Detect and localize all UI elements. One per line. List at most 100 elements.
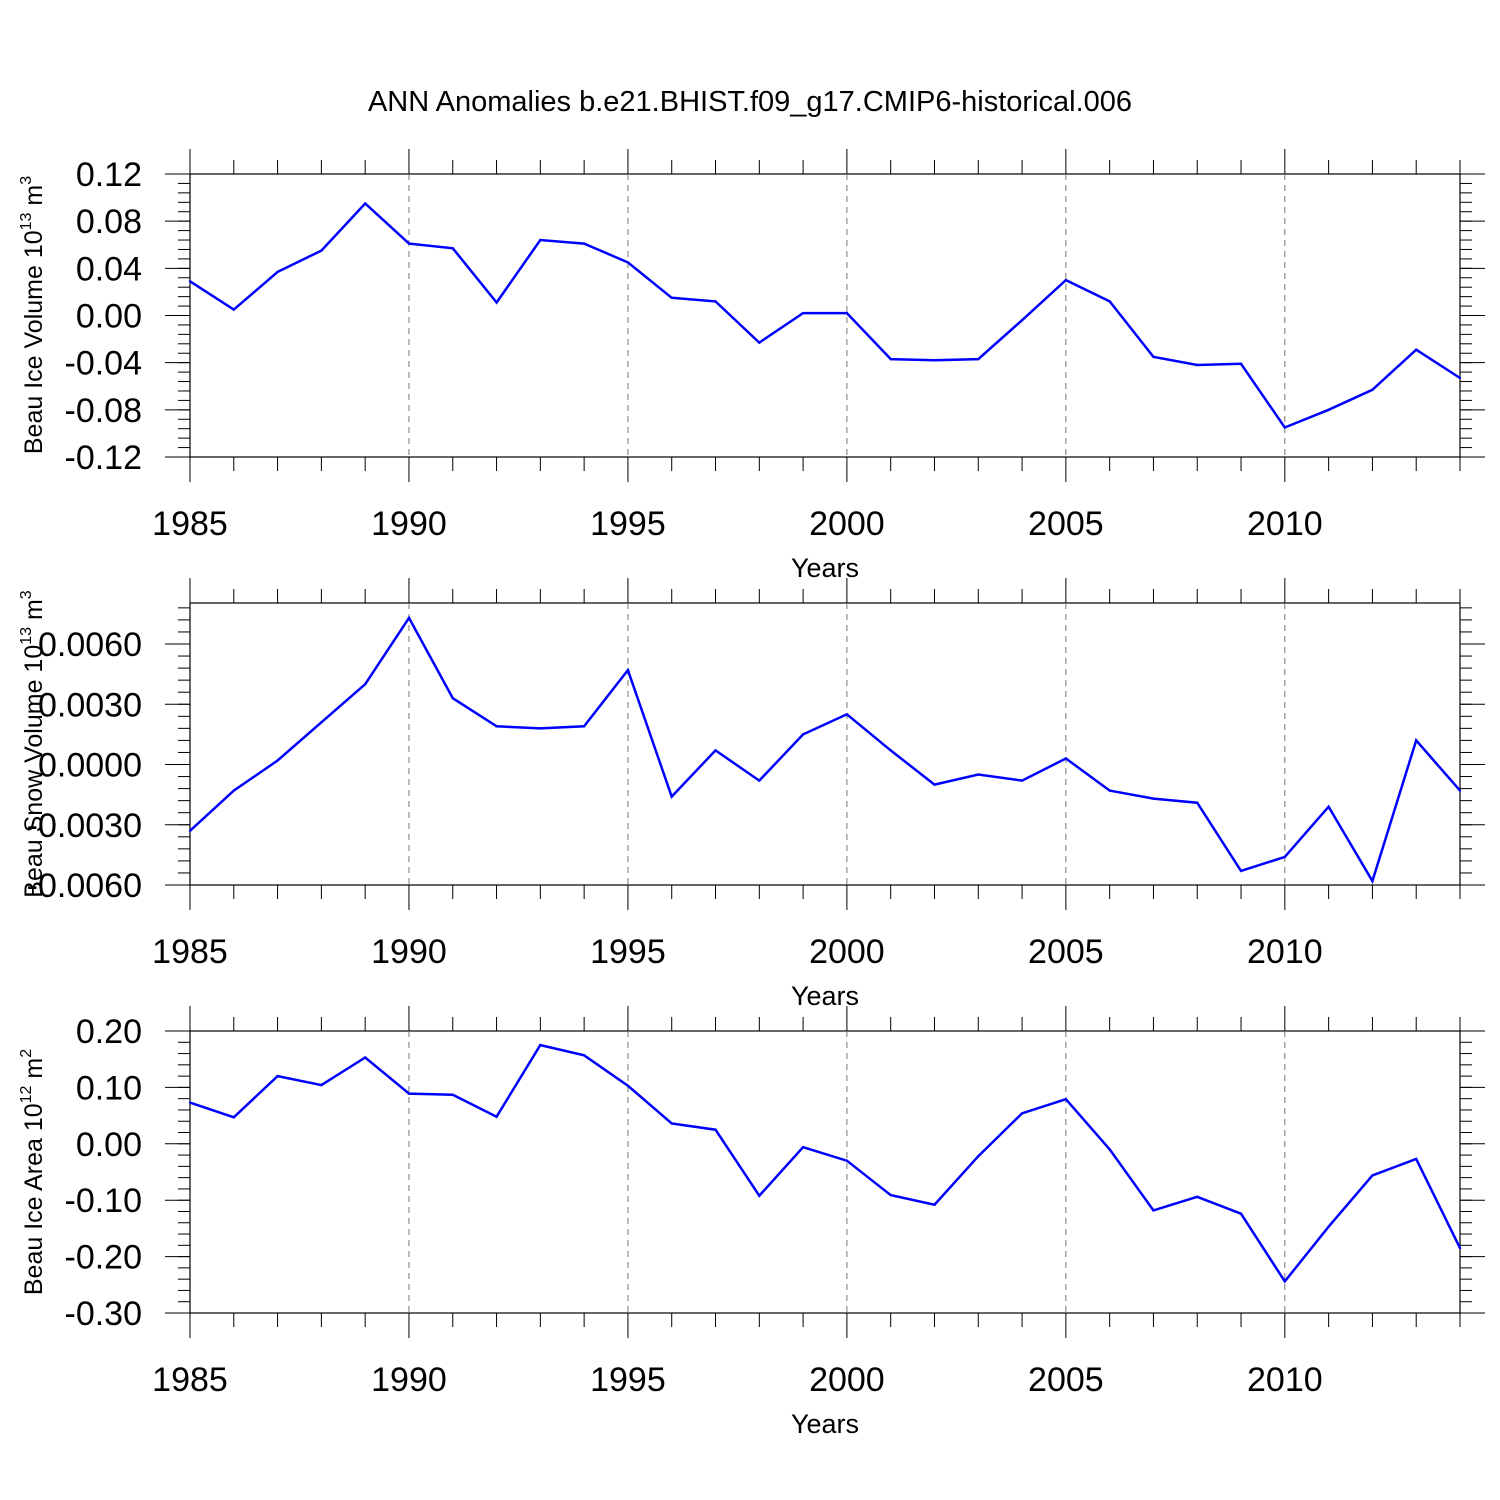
data-point — [407, 616, 411, 620]
x-tick-label: 1990 — [371, 933, 447, 971]
data-point — [1064, 278, 1068, 282]
data-point — [495, 1115, 498, 1118]
data-point — [1371, 388, 1374, 391]
data-point — [933, 1203, 936, 1206]
x-tick-label: 1990 — [371, 1361, 447, 1399]
data-point — [407, 1092, 411, 1095]
data-point — [495, 725, 498, 728]
y-tick-label: -0.0030 — [27, 807, 142, 845]
data-point — [670, 296, 673, 300]
data-point — [889, 357, 892, 361]
x-tick-label: 1995 — [590, 933, 666, 971]
series-line — [189, 615, 1461, 885]
x-tick-label: 1985 — [152, 1361, 228, 1399]
data-point — [801, 733, 805, 736]
data-point — [845, 1159, 849, 1162]
y-tick-label: -0.04 — [65, 345, 143, 383]
y-axis-title-exponent: 12 — [18, 1085, 35, 1103]
data-point — [363, 1056, 367, 1059]
y-axis-title-unit-exponent: 3 — [18, 590, 35, 599]
x-tick-label: 2005 — [1028, 933, 1104, 971]
data-point — [1108, 789, 1111, 792]
chart-title: ANN Anomalies b.e21.BHIST.f09_g17.CMIP6-… — [368, 86, 1132, 118]
series-line — [189, 201, 1461, 430]
y-tick-label: -0.20 — [65, 1239, 143, 1277]
data-point — [1020, 319, 1024, 322]
data-point — [451, 1093, 454, 1096]
x-tick-label: 2010 — [1247, 505, 1323, 543]
data-point — [1108, 300, 1111, 303]
data-point — [1108, 1148, 1111, 1151]
y-tick-label: 0.0060 — [38, 626, 142, 664]
x-axis-title: Years — [791, 553, 859, 583]
y-axis-title-unit: m — [20, 1058, 48, 1086]
plot-frame — [189, 602, 1461, 886]
data-point — [495, 301, 498, 304]
x-tick-label: 2010 — [1247, 1361, 1323, 1399]
data-point — [276, 759, 279, 762]
y-tick-label: -0.30 — [65, 1295, 143, 1333]
data-point — [670, 1122, 673, 1125]
data-point — [1196, 363, 1199, 367]
data-point — [1196, 801, 1199, 804]
data-point — [188, 1101, 192, 1104]
data-point — [1458, 789, 1462, 792]
y-axis-title-unit: m — [20, 599, 48, 627]
y-axis-title: Beau Snow Volume 1013 m3 — [18, 590, 48, 898]
data-point — [1371, 879, 1374, 883]
data-point — [845, 713, 849, 716]
y-tick-label: 0.20 — [76, 1013, 142, 1051]
data-point — [714, 1128, 717, 1131]
y-tick-label: -0.10 — [65, 1182, 143, 1220]
data-point — [363, 682, 367, 686]
y-tick-label: 0.04 — [76, 250, 142, 288]
data-point — [1064, 757, 1068, 760]
data-point — [714, 749, 717, 752]
data-point — [933, 783, 936, 786]
y-axis-title-unit-exponent: 3 — [18, 176, 35, 185]
data-point — [1064, 1098, 1068, 1101]
x-tick-label: 2000 — [809, 505, 885, 543]
data-point — [801, 1145, 805, 1149]
x-tick-label: 2000 — [809, 933, 885, 971]
data-point — [626, 1084, 630, 1087]
data-point — [320, 721, 323, 724]
data-point — [407, 242, 411, 245]
data-point — [539, 1043, 542, 1047]
data-point — [276, 1074, 279, 1078]
data-point — [1152, 797, 1155, 800]
data-point — [1415, 348, 1418, 351]
data-point — [276, 270, 279, 274]
data-point — [626, 668, 630, 672]
x-tick-label: 2010 — [1247, 933, 1323, 971]
data-point — [539, 727, 542, 730]
data-point — [1327, 1225, 1330, 1228]
data-point — [889, 1193, 892, 1197]
data-point — [582, 725, 586, 728]
data-point — [933, 359, 936, 362]
data-point — [1371, 1174, 1374, 1177]
data-point — [1283, 426, 1287, 429]
data-point — [977, 1155, 980, 1158]
data-point — [320, 249, 323, 252]
y-axis-title: Beau Ice Area 1012 m2 — [18, 1049, 48, 1295]
x-tick-label: 1995 — [590, 1361, 666, 1399]
x-axis-title: Years — [791, 1409, 859, 1439]
data-point — [1020, 1112, 1024, 1115]
data-point — [539, 238, 542, 242]
data-point — [1327, 408, 1330, 412]
x-tick-label: 1985 — [152, 933, 228, 971]
data-point — [1327, 805, 1330, 808]
y-axis-title-exponent: 13 — [18, 212, 35, 230]
data-point — [188, 280, 192, 283]
data-point — [670, 795, 673, 798]
y-tick-label: 0.12 — [76, 156, 142, 194]
data-point — [845, 311, 849, 315]
y-tick-label: 0.10 — [76, 1069, 142, 1107]
data-point — [1239, 1212, 1243, 1215]
y-axis-title-text: Beau Ice Volume 10 — [20, 230, 48, 454]
data-point — [1283, 1280, 1287, 1283]
y-tick-label: -0.12 — [65, 439, 143, 477]
y-tick-label: -0.08 — [65, 392, 143, 430]
data-point — [1196, 1195, 1199, 1199]
